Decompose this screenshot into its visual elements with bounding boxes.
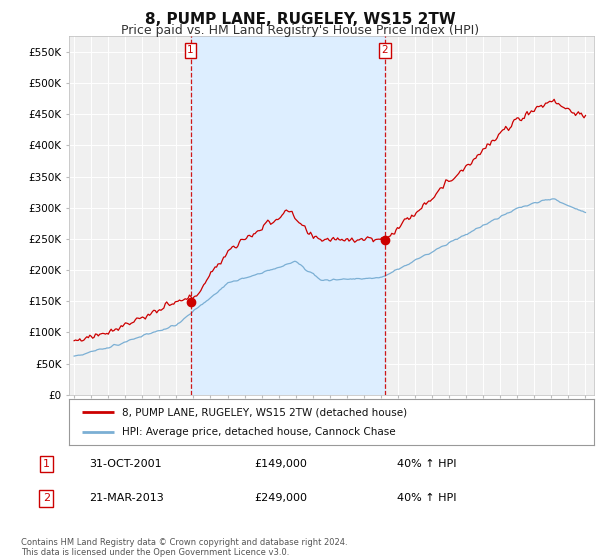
Text: 31-OCT-2001: 31-OCT-2001: [89, 459, 162, 469]
Text: 2: 2: [43, 493, 50, 503]
Text: 1: 1: [187, 45, 194, 55]
Text: £249,000: £249,000: [254, 493, 307, 503]
Text: 8, PUMP LANE, RUGELEY, WS15 2TW: 8, PUMP LANE, RUGELEY, WS15 2TW: [145, 12, 455, 27]
Text: 21-MAR-2013: 21-MAR-2013: [89, 493, 164, 503]
Text: 1: 1: [43, 459, 50, 469]
Text: 8, PUMP LANE, RUGELEY, WS15 2TW (detached house): 8, PUMP LANE, RUGELEY, WS15 2TW (detache…: [121, 407, 407, 417]
Text: Contains HM Land Registry data © Crown copyright and database right 2024.
This d: Contains HM Land Registry data © Crown c…: [21, 538, 347, 557]
Text: £149,000: £149,000: [254, 459, 307, 469]
Text: Price paid vs. HM Land Registry's House Price Index (HPI): Price paid vs. HM Land Registry's House …: [121, 24, 479, 36]
Text: 40% ↑ HPI: 40% ↑ HPI: [397, 459, 457, 469]
Text: 2: 2: [382, 45, 388, 55]
Text: 40% ↑ HPI: 40% ↑ HPI: [397, 493, 457, 503]
Text: HPI: Average price, detached house, Cannock Chase: HPI: Average price, detached house, Cann…: [121, 427, 395, 437]
Bar: [191, 36, 385, 395]
